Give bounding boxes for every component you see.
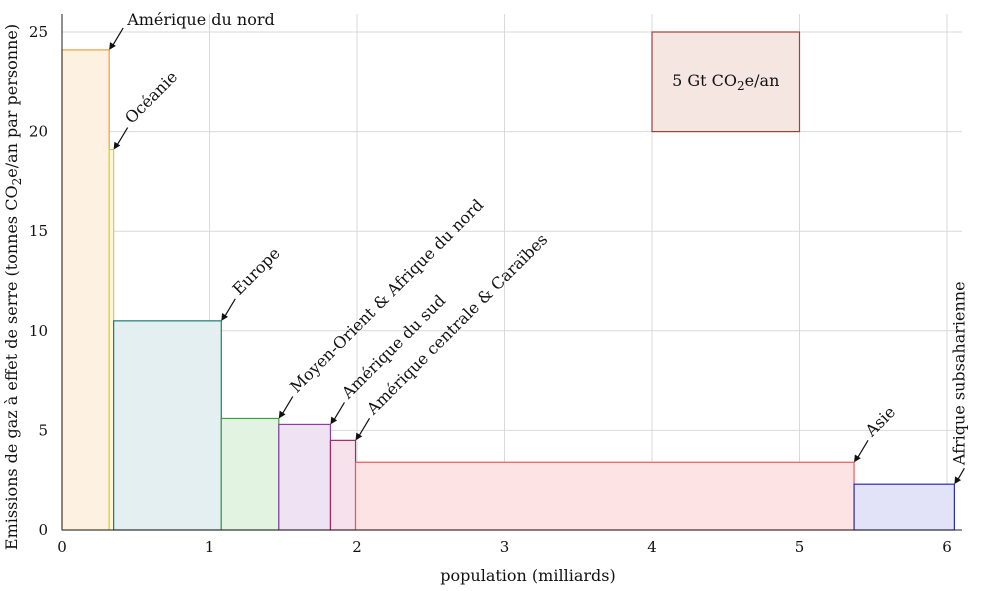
region-label: Asie	[861, 402, 899, 440]
region-label: Europe	[229, 244, 284, 299]
x-tick-label: 5	[795, 538, 805, 556]
y-axis-label: Emissions de gaz à effet de serre (tonne…	[2, 24, 24, 550]
bar-oc-anie	[108, 148, 115, 531]
legend-label: 5 Gt CO2e/an	[672, 71, 779, 93]
annotation-arrowhead	[954, 476, 962, 485]
annotation-arrowhead	[278, 410, 286, 419]
region-label: Afrique subsaharienne	[949, 281, 968, 466]
x-tick-label: 4	[647, 538, 657, 556]
y-tick-label: 20	[29, 123, 48, 141]
bar-am-rique-centrale-cara-bes	[329, 439, 357, 531]
legend: 5 Gt CO2e/an	[651, 31, 801, 133]
y-tick-label: 0	[38, 521, 48, 539]
y-tick-label: 5	[38, 421, 48, 439]
bar-am-rique-du-sud	[278, 423, 332, 531]
region-label: Amérique centrale & Caraïbes	[362, 230, 551, 419]
bar-am-rique-du-nord	[61, 49, 110, 531]
y-tick-label: 10	[29, 322, 48, 340]
annotation-arrowhead	[330, 416, 338, 425]
y-tick-label: 25	[29, 23, 48, 41]
annotation-arrowhead	[355, 432, 363, 441]
annotation-arrowhead	[113, 141, 121, 150]
bar-moyen-orient-afrique-du-nord	[220, 417, 280, 531]
x-axis-label: population (milliards)	[440, 566, 615, 585]
bar-afrique-subsaharienne	[853, 483, 955, 531]
x-tick-label: 2	[352, 538, 362, 556]
x-tick-label: 1	[205, 538, 215, 556]
annotation-arrowhead	[221, 313, 229, 321]
bar-asie	[354, 461, 855, 531]
region-label: Amérique du nord	[126, 10, 275, 29]
bars	[61, 49, 955, 531]
x-tick-label: 6	[942, 538, 952, 556]
annotation-arrowhead	[109, 42, 116, 50]
x-tick-label: 0	[57, 538, 67, 556]
legend-box	[651, 31, 801, 133]
y-tick-label: 15	[29, 222, 48, 240]
bar-europe	[113, 320, 222, 531]
annotation-arrowhead	[854, 454, 861, 463]
x-tick-label: 3	[500, 538, 510, 556]
region-label: Océanie	[121, 67, 181, 127]
axis-ticks: 0 1 2 3 4 5 6 0 5 10 15 20 25	[29, 14, 962, 556]
